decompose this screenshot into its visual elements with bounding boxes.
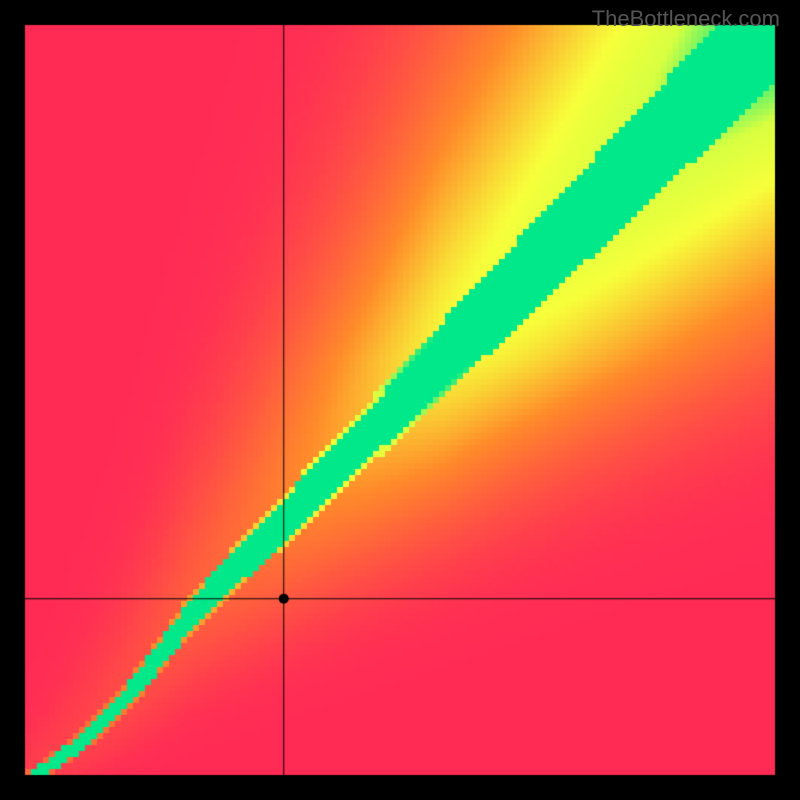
- heatmap-canvas: [0, 0, 800, 800]
- watermark-text: TheBottleneck.com: [592, 6, 780, 32]
- chart-container: TheBottleneck.com: [0, 0, 800, 800]
